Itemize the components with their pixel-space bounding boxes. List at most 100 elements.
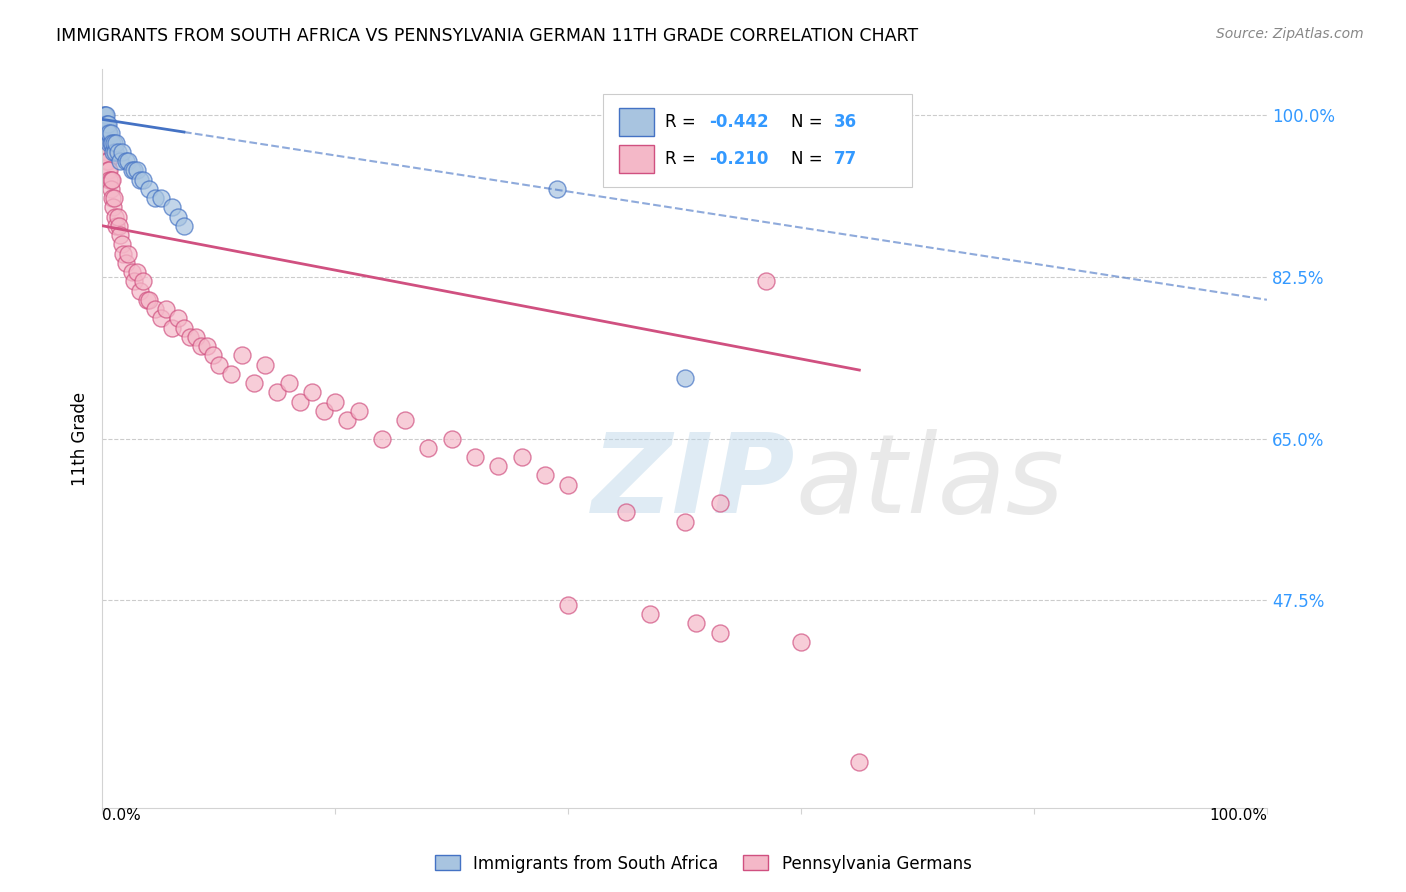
Point	[486, 459, 509, 474]
Point	[266, 385, 288, 400]
Point	[122, 274, 145, 288]
Point	[108, 227, 131, 242]
Point	[101, 200, 124, 214]
Point	[347, 403, 370, 417]
Point	[96, 154, 118, 169]
Legend: Immigrants from South Africa, Pennsylvania Germans: Immigrants from South Africa, Pennsylvan…	[427, 848, 979, 880]
Point	[301, 385, 323, 400]
Point	[111, 237, 134, 252]
Point	[94, 117, 117, 131]
Point	[94, 126, 117, 140]
Point	[100, 182, 122, 196]
Point	[100, 191, 122, 205]
Point	[94, 136, 117, 150]
Point	[94, 117, 117, 131]
Point	[673, 515, 696, 529]
FancyBboxPatch shape	[620, 145, 654, 173]
Point	[208, 358, 231, 372]
Point	[616, 506, 638, 520]
Text: R =: R =	[665, 113, 700, 131]
Point	[117, 154, 139, 169]
Point	[105, 219, 128, 233]
Point	[162, 200, 184, 214]
Point	[98, 163, 121, 178]
Point	[195, 339, 218, 353]
Point	[117, 246, 139, 260]
Point	[100, 136, 122, 150]
Point	[94, 108, 117, 122]
Point	[138, 182, 160, 196]
Text: N =: N =	[790, 151, 828, 169]
Point	[94, 145, 117, 159]
Point	[312, 403, 335, 417]
Point	[114, 256, 136, 270]
Point	[122, 163, 145, 178]
Point	[173, 219, 195, 233]
Point	[107, 145, 129, 159]
Text: Source: ZipAtlas.com: Source: ZipAtlas.com	[1216, 27, 1364, 41]
FancyBboxPatch shape	[603, 95, 911, 187]
Point	[254, 358, 277, 372]
Point	[557, 477, 579, 491]
Point	[394, 413, 416, 427]
Point	[97, 117, 120, 131]
Text: -0.442: -0.442	[709, 113, 769, 131]
Point	[107, 210, 129, 224]
Point	[121, 163, 143, 178]
Point	[638, 607, 661, 622]
FancyBboxPatch shape	[620, 108, 654, 136]
Point	[127, 265, 149, 279]
Point	[149, 191, 172, 205]
Text: -0.210: -0.210	[709, 151, 769, 169]
Point	[94, 108, 117, 122]
Point	[685, 616, 707, 631]
Text: R =: R =	[665, 151, 700, 169]
Point	[464, 450, 486, 464]
Point	[108, 154, 131, 169]
Point	[290, 394, 312, 409]
Point	[418, 441, 440, 455]
Text: 77: 77	[834, 151, 858, 169]
Text: 36: 36	[834, 113, 856, 131]
Point	[534, 468, 557, 483]
Point	[143, 191, 166, 205]
Point	[135, 293, 157, 307]
Point	[128, 172, 150, 186]
Point	[98, 126, 121, 140]
Text: 100.0%: 100.0%	[1209, 808, 1267, 823]
Point	[202, 348, 225, 362]
Point	[755, 274, 778, 288]
Point	[104, 145, 127, 159]
Point	[97, 163, 120, 178]
Text: 0.0%: 0.0%	[103, 808, 141, 823]
Point	[98, 136, 121, 150]
Point	[155, 301, 177, 316]
Point	[114, 154, 136, 169]
Point	[100, 126, 122, 140]
Point	[111, 145, 134, 159]
Point	[162, 320, 184, 334]
Text: atlas: atlas	[796, 429, 1064, 536]
Point	[371, 432, 394, 446]
Point	[94, 154, 117, 169]
Point	[112, 246, 135, 260]
Point	[440, 432, 463, 446]
Point	[96, 145, 118, 159]
Point	[167, 311, 190, 326]
Point	[101, 145, 124, 159]
Point	[231, 348, 253, 362]
Point	[100, 172, 122, 186]
Point	[149, 311, 172, 326]
Text: ZIP: ZIP	[592, 429, 794, 536]
Point	[510, 450, 533, 464]
Point	[94, 145, 117, 159]
Point	[219, 367, 242, 381]
Y-axis label: 11th Grade: 11th Grade	[72, 392, 89, 485]
Point	[557, 598, 579, 612]
Point	[97, 154, 120, 169]
Point	[107, 219, 129, 233]
Point	[127, 163, 149, 178]
Point	[143, 301, 166, 316]
Point	[103, 191, 125, 205]
Point	[243, 376, 266, 390]
